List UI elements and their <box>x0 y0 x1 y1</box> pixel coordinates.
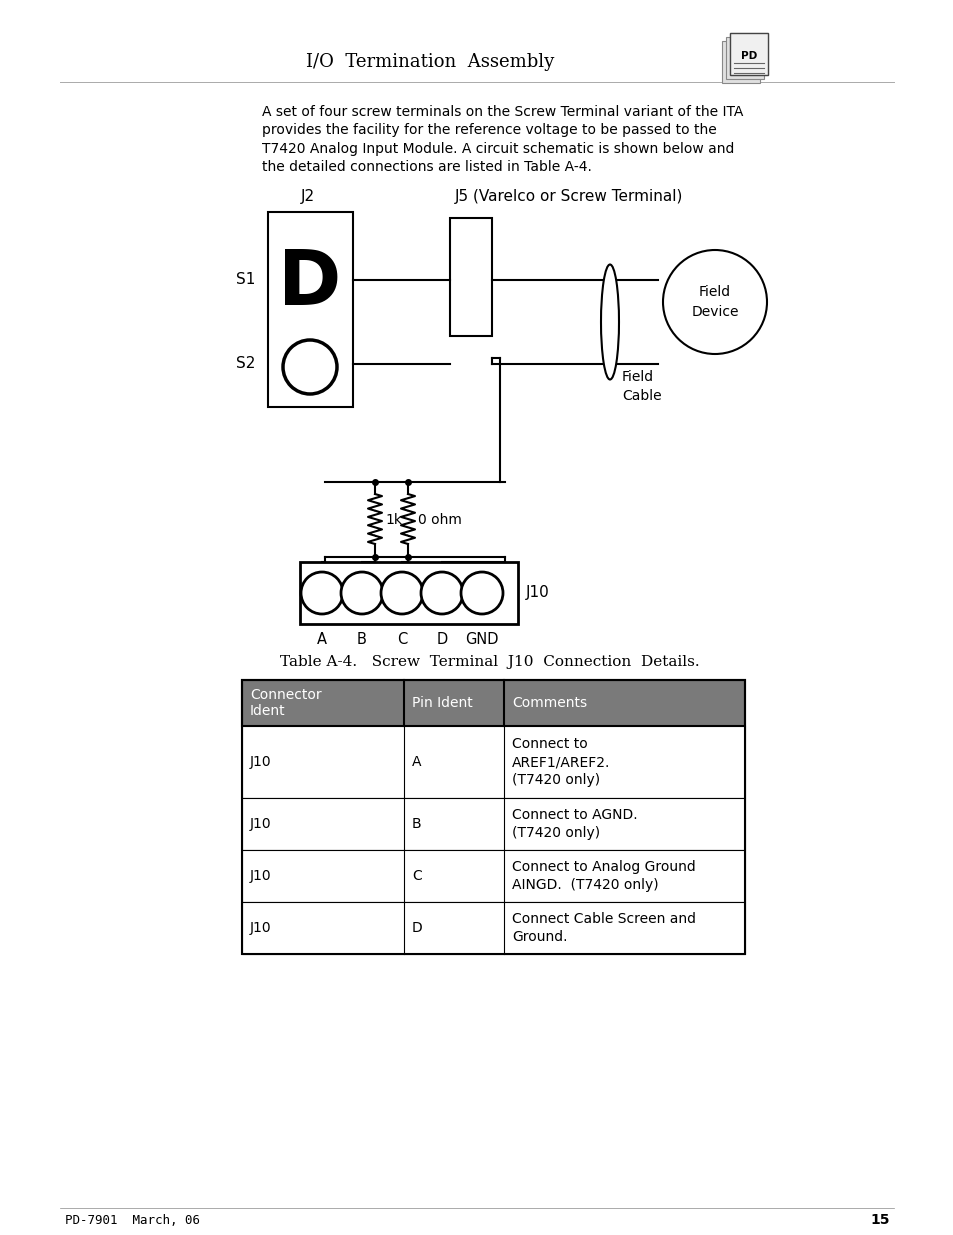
Circle shape <box>283 340 336 394</box>
Text: Connect Cable Screen and
Ground.: Connect Cable Screen and Ground. <box>512 911 696 945</box>
Bar <box>721 41 760 83</box>
Bar <box>242 850 744 902</box>
Text: J10: J10 <box>525 585 549 600</box>
Text: S1: S1 <box>235 273 254 288</box>
Bar <box>729 33 767 75</box>
Text: Connect to
AREF1/AREF2.
(T7420 only): Connect to AREF1/AREF2. (T7420 only) <box>512 736 610 788</box>
Text: J10: J10 <box>250 818 272 831</box>
Text: C: C <box>412 869 421 883</box>
Text: J2: J2 <box>300 189 314 204</box>
Bar <box>242 902 744 953</box>
Text: PD-7901  March, 06: PD-7901 March, 06 <box>65 1214 200 1226</box>
Text: Field
Cable: Field Cable <box>621 370 661 404</box>
Circle shape <box>340 572 382 614</box>
Text: 1k: 1k <box>385 513 401 527</box>
Circle shape <box>460 572 502 614</box>
Text: I/O  Termination  Assembly: I/O Termination Assembly <box>306 53 554 70</box>
Bar <box>242 680 744 953</box>
Text: Comments: Comments <box>512 697 586 710</box>
Text: Field
Device: Field Device <box>691 285 738 319</box>
Text: Pin Ident: Pin Ident <box>412 697 473 710</box>
Bar <box>242 798 744 850</box>
Circle shape <box>301 572 343 614</box>
Text: GND: GND <box>465 632 498 647</box>
Circle shape <box>380 572 422 614</box>
Text: 0 ohm: 0 ohm <box>417 513 461 527</box>
Circle shape <box>662 249 766 354</box>
Bar <box>268 212 353 408</box>
Text: J10: J10 <box>250 921 272 935</box>
Text: D: D <box>278 247 341 321</box>
Bar <box>242 726 744 798</box>
Text: PD: PD <box>740 51 757 61</box>
Text: 15: 15 <box>869 1213 889 1228</box>
Text: A set of four screw terminals on the Screw Terminal variant of the ITA
provides : A set of four screw terminals on the Scr… <box>262 105 742 174</box>
Text: J10: J10 <box>250 755 272 769</box>
Text: Connector
Ident: Connector Ident <box>250 688 321 718</box>
Text: A: A <box>316 632 327 647</box>
Text: S2: S2 <box>235 357 254 372</box>
Text: Connect to AGND.
(T7420 only): Connect to AGND. (T7420 only) <box>512 808 637 840</box>
Text: A: A <box>412 755 421 769</box>
Bar <box>729 33 767 75</box>
Bar <box>242 680 744 726</box>
Bar <box>299 562 517 624</box>
Text: C: C <box>396 632 407 647</box>
Text: J10: J10 <box>250 869 272 883</box>
Ellipse shape <box>600 264 618 379</box>
Bar <box>450 219 492 336</box>
Circle shape <box>420 572 462 614</box>
Text: Connect to Analog Ground
AINGD.  (T7420 only): Connect to Analog Ground AINGD. (T7420 o… <box>512 860 695 892</box>
Text: Table A-4.   Screw  Terminal  J10  Connection  Details.: Table A-4. Screw Terminal J10 Connection… <box>280 655 700 669</box>
Text: B: B <box>356 632 367 647</box>
Text: D: D <box>412 921 422 935</box>
Text: D: D <box>436 632 447 647</box>
Bar <box>725 37 763 79</box>
Text: B: B <box>412 818 421 831</box>
Text: J5 (Varelco or Screw Terminal): J5 (Varelco or Screw Terminal) <box>455 189 682 204</box>
